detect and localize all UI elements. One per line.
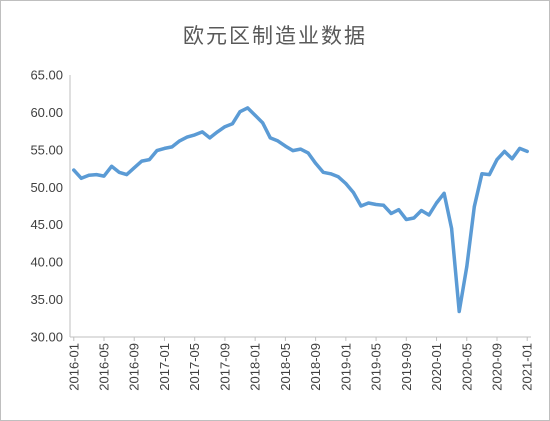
x-tick-label: 2016-09 [127, 343, 142, 391]
data-point [397, 208, 401, 212]
data-point [110, 164, 114, 168]
data-point [72, 168, 76, 172]
data-point [140, 159, 144, 163]
data-point [374, 203, 378, 206]
data-point [223, 125, 227, 129]
data-point [412, 216, 416, 220]
x-tick-label: 2019-01 [338, 343, 353, 391]
data-point [457, 310, 461, 313]
data-point [170, 145, 174, 149]
data-point [283, 144, 287, 148]
data-point [253, 113, 257, 117]
data-point [503, 149, 506, 153]
data-point [276, 139, 280, 143]
data-point [321, 170, 325, 174]
data-point [442, 191, 446, 195]
data-point [132, 166, 136, 170]
x-tick-label: 2019-09 [399, 343, 414, 391]
data-point [79, 176, 83, 180]
data-point [389, 212, 393, 215]
data-point [306, 151, 310, 155]
data-point [163, 146, 166, 150]
x-tick-label: 2017-01 [157, 343, 172, 391]
data-point [487, 173, 491, 177]
data-point [382, 203, 386, 207]
data-point [102, 174, 106, 178]
data-point [117, 170, 121, 174]
x-tick-label: 2016-01 [66, 343, 81, 391]
y-tick-label: 35.00 [30, 292, 63, 307]
data-point [238, 110, 242, 114]
x-tick-label: 2017-09 [217, 343, 232, 391]
y-tick-label: 40.00 [30, 255, 63, 270]
x-tick-label: 2018-01 [248, 343, 263, 391]
data-point [299, 147, 302, 151]
data-point [495, 158, 499, 162]
data-point [404, 218, 408, 221]
data-point [510, 157, 514, 161]
data-point [200, 130, 204, 134]
data-point [450, 227, 454, 230]
x-tick-label: 2016-05 [97, 343, 112, 391]
y-tick-label: 50.00 [30, 180, 63, 195]
data-point [147, 158, 151, 162]
x-tick-label: 2020-01 [429, 343, 444, 391]
data-point [261, 121, 265, 125]
data-point [525, 149, 529, 153]
x-tick-label: 2019-05 [369, 343, 384, 391]
data-point [427, 213, 431, 217]
data-point [472, 205, 476, 209]
data-point [178, 139, 182, 143]
data-point [215, 130, 219, 134]
data-point [480, 172, 484, 176]
data-point [231, 122, 234, 126]
x-tick-label: 2020-09 [489, 343, 504, 391]
data-point [518, 146, 522, 150]
data-point [314, 161, 318, 165]
data-point [125, 173, 129, 177]
data-point [155, 149, 159, 153]
data-point [344, 182, 348, 185]
data-point [246, 106, 250, 110]
y-tick-label: 55.00 [30, 142, 63, 157]
data-point [336, 175, 340, 179]
chart-title: 欧元区制造业数据 [183, 24, 367, 48]
y-tick-label: 45.00 [30, 217, 63, 232]
data-point [291, 149, 295, 153]
data-point [208, 136, 212, 140]
data-point [185, 135, 189, 139]
data-point [465, 265, 469, 269]
data-point [95, 173, 98, 177]
series-line [72, 106, 529, 314]
data-point [367, 201, 370, 205]
x-tick-label: 2017-05 [187, 343, 202, 391]
data-point [87, 173, 91, 177]
y-tick-label: 65.00 [30, 68, 63, 83]
x-tick-label: 2018-05 [278, 343, 293, 391]
data-point [193, 133, 197, 137]
data-point [351, 191, 355, 194]
x-tick-label: 2018-09 [308, 343, 323, 391]
data-point [435, 201, 438, 205]
y-tick-label: 60.00 [30, 105, 63, 120]
data-point [329, 172, 333, 176]
data-point [359, 204, 363, 208]
x-tick-label: 2020-05 [459, 343, 474, 391]
x-tick-label: 2021-01 [520, 343, 535, 391]
data-point [268, 136, 272, 140]
y-tick-label: 30.00 [30, 330, 63, 345]
data-point [419, 209, 423, 212]
